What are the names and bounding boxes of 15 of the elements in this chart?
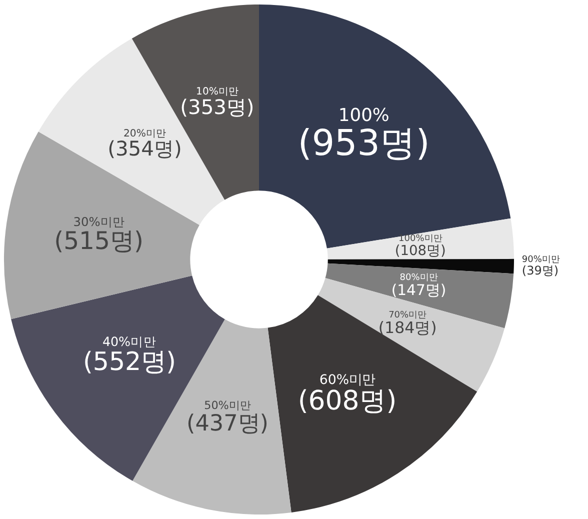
slice-label: 80%미만: [400, 273, 438, 284]
data-label: (108명): [394, 242, 446, 259]
slice-label: 40%미만: [102, 334, 157, 350]
data-label: (437명): [186, 410, 268, 436]
slice-label: 30%미만: [73, 214, 124, 229]
data-label: (147명): [391, 282, 446, 299]
slice-label: 60%미만: [319, 373, 376, 388]
slice-label: 100%미만: [398, 234, 442, 244]
slice-label: 20%미만: [124, 128, 166, 140]
data-label: (39명): [522, 264, 559, 278]
data-label: (608명): [298, 386, 397, 417]
slice-label: 50%미만: [204, 398, 251, 412]
data-label: (552명): [83, 347, 176, 376]
slice-label: 90%미만: [522, 255, 560, 266]
data-label: (354명): [108, 136, 182, 161]
